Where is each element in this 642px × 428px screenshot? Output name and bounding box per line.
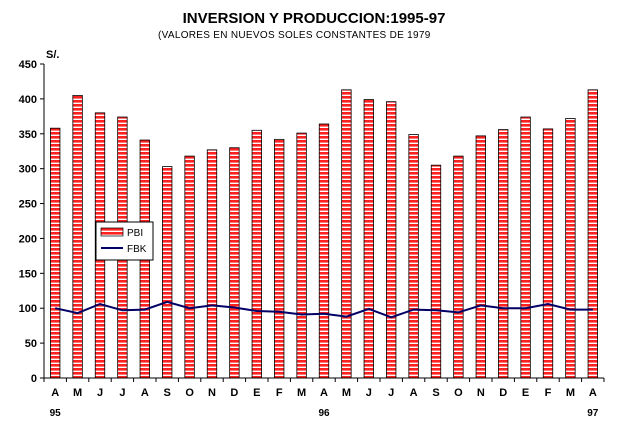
pbi-bar [274,138,285,379]
y-tick-label: 100 [19,303,37,315]
y-tick-label: 400 [19,94,37,106]
x-tick-label: E [522,387,529,399]
fbk-line-group [54,300,593,319]
y-axis-label: S/. [46,49,59,61]
y-tick-label: 50 [25,338,37,350]
pbi-bar [251,129,262,379]
legend: PBI FBK [95,221,154,261]
x-tick-label: M [342,387,351,399]
y-tick-label: 300 [19,164,37,176]
pbi-bar [72,95,83,379]
x-tick-label: O [185,387,194,399]
pbi-bar [587,89,598,379]
x-tick-label: J [366,387,372,399]
pbi-bar [498,129,509,379]
y-tick-label: 350 [19,129,37,141]
y-tick-label: 150 [19,268,37,280]
x-tick-label: N [477,387,485,399]
y-tick-label: 450 [19,59,37,71]
chart-title: INVERSION Y PRODUCCION:1995-97 [183,10,446,27]
x-tick-label: E [253,387,260,399]
x-tick-label: A [141,387,149,399]
pbi-bar [50,127,61,379]
pbi-bar [184,155,195,379]
y-tick-label: 250 [19,199,37,211]
pbi-bar [341,89,352,379]
x-tick-label: F [545,387,552,399]
pbi-bar [408,134,419,379]
y-tick-label: 0 [31,373,37,385]
x-tick-label: N [208,387,216,399]
x-tick-label: S [432,387,439,399]
pbi-bar [162,166,173,379]
axes [43,64,605,382]
legend-label-pbi: PBI [127,228,143,239]
pbi-bar [430,164,442,379]
pbi-bar [565,118,576,379]
x-tick-label: M [297,387,306,399]
x-tick-label: D [230,387,238,399]
x-tick-label: S [164,387,171,399]
x-tick-label: J [119,387,125,399]
x-tick-label: D [499,387,507,399]
pbi-bar [363,99,374,379]
x-tick-label: J [388,387,394,399]
pbi-bar [318,123,330,379]
y-tick-label: 200 [19,233,37,245]
x-tick-label: M [566,387,575,399]
year-labels: 95 96 97 [50,408,599,419]
x-tick-label: A [410,387,418,399]
year-label: 96 [318,408,330,419]
x-tick-label: J [97,387,103,399]
chart-subtitle: (VALORES EN NUEVOS SOLES CONSTANTES DE 1… [158,30,431,41]
pbi-bar [296,132,307,379]
x-tick-label: O [454,387,463,399]
pbi-bar [206,149,218,379]
pbi-bar [453,155,464,379]
legend-swatch-pbi [100,227,124,237]
year-label: 97 [587,408,599,419]
pbi-bar [520,116,531,379]
x-tick-label: A [589,387,597,399]
pbi-bar [542,128,554,379]
x-tick-label: A [51,387,59,399]
pbi-bar [475,135,486,379]
x-tick-label: A [320,387,328,399]
pbi-bar [386,101,397,379]
pbi-bar [229,147,240,379]
y-axis-ticks: 0 50 100 150 200 250 300 350 400 450 [19,59,44,385]
fbk-line [54,300,593,319]
x-tick-label: M [73,387,82,399]
legend-label-fbk: FBK [127,244,147,255]
x-tick-label: F [276,387,283,399]
year-label: 95 [50,408,62,419]
